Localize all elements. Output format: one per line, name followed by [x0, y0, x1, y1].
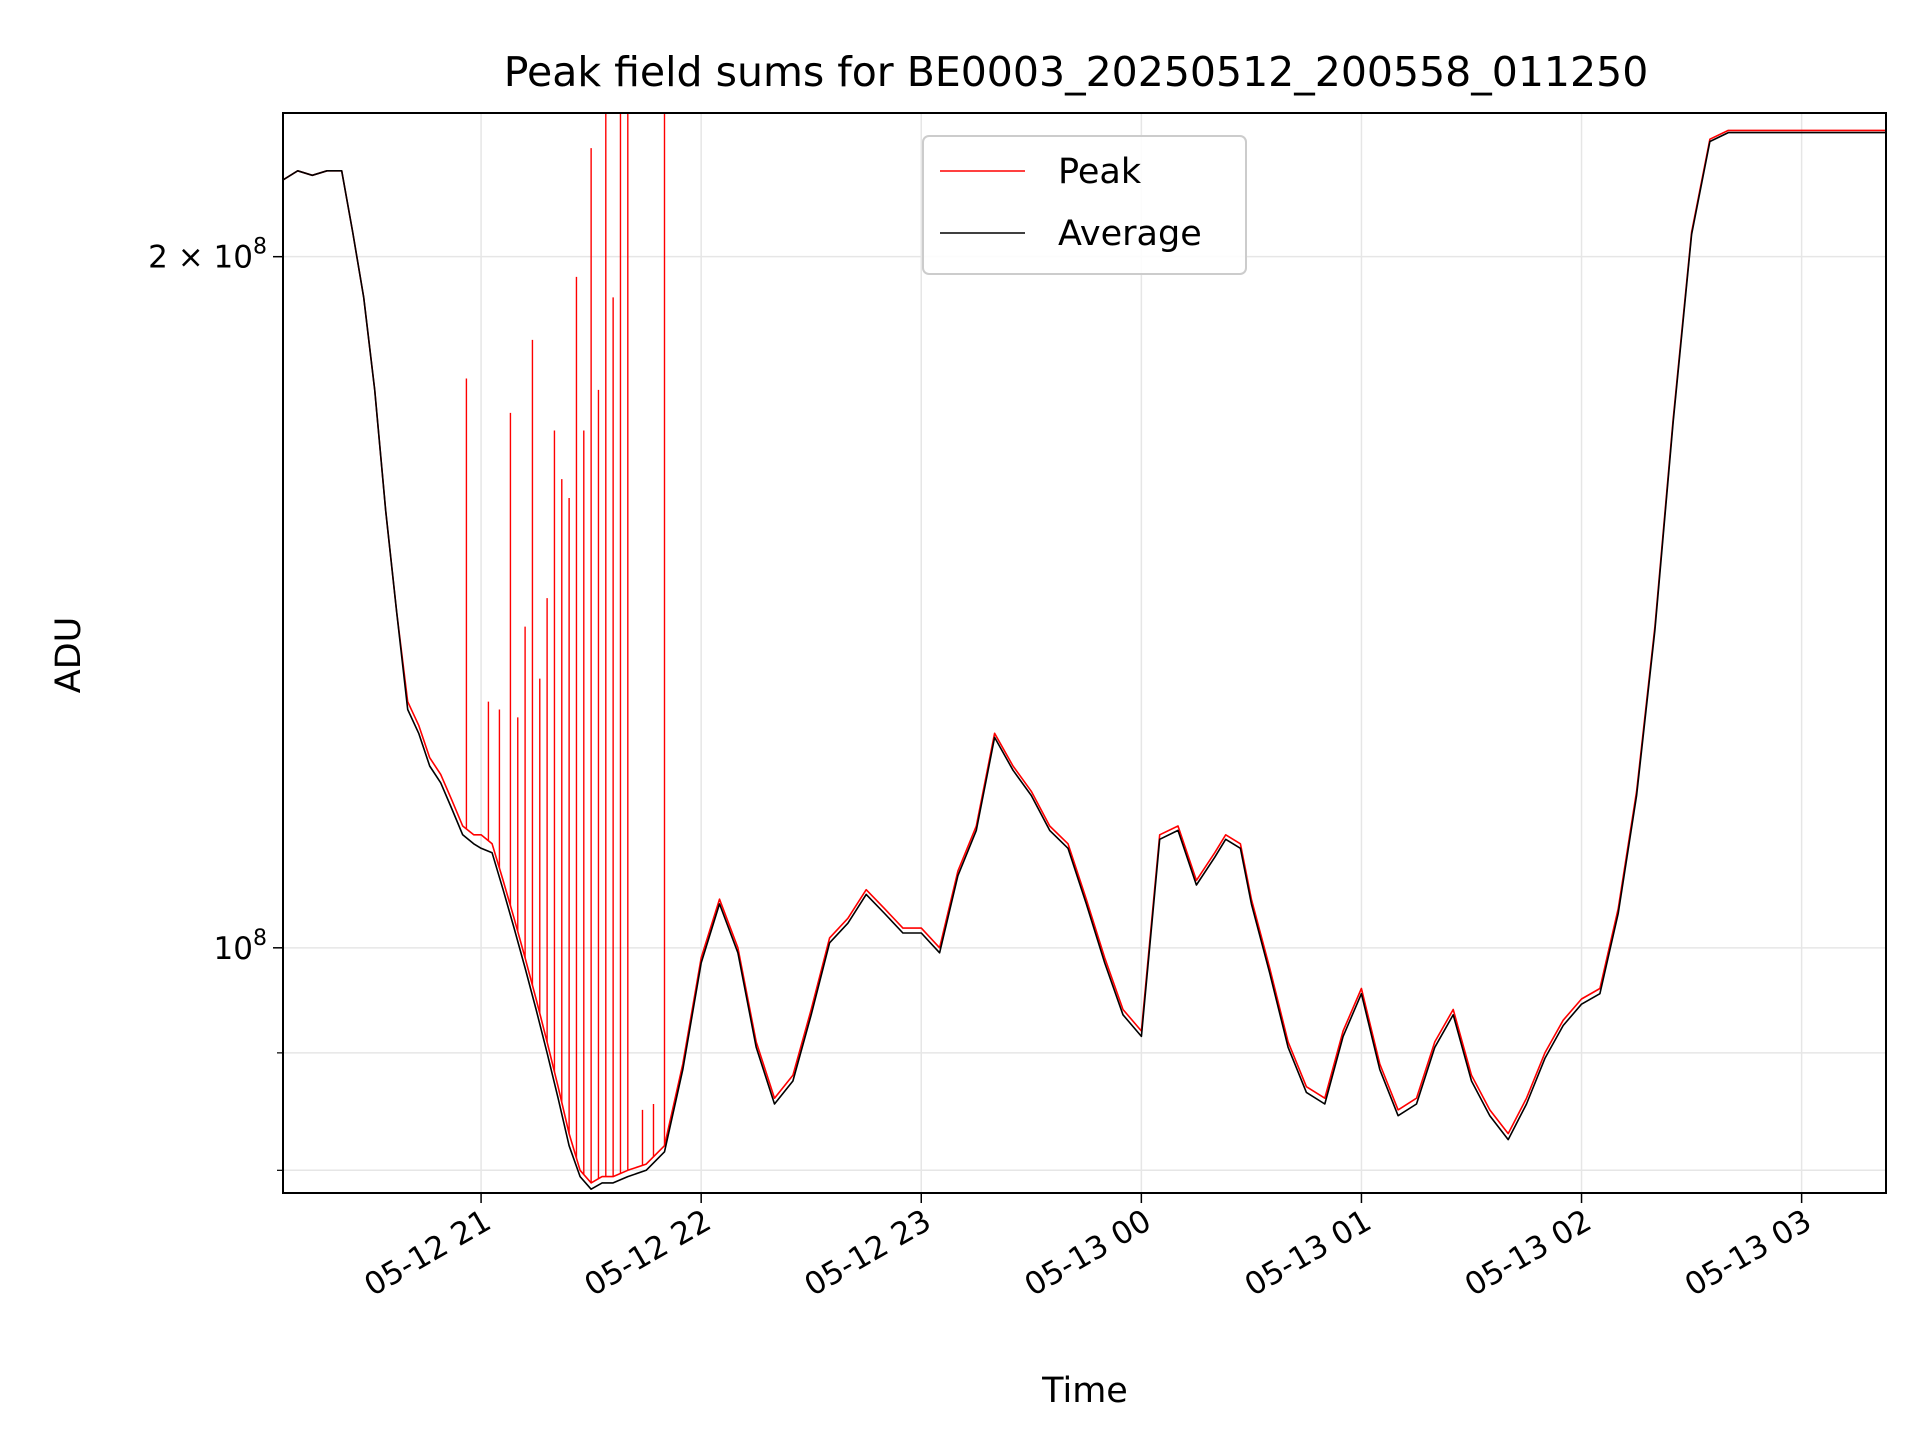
y-axis-ticks: 2 × 108 108 [148, 235, 283, 1171]
legend-label-average: Average [1058, 214, 1202, 254]
y-tick-label: 108 [214, 926, 267, 967]
y-axis-label: ADU [49, 617, 89, 694]
series-layer [283, 113, 1886, 1190]
gridlines [283, 113, 1886, 1193]
legend: Peak Average [922, 135, 1247, 275]
y-tick-label: 2 × 108 [148, 235, 267, 276]
x-axis-label: Time [1041, 1371, 1128, 1411]
series-line-peak [283, 129, 1886, 1184]
plot-frame [282, 112, 1887, 1194]
series-line-average [283, 131, 1886, 1190]
chart-title: Peak field sums for BE0003_20250512_2005… [504, 48, 1649, 96]
legend-label-peak: Peak [1058, 152, 1142, 192]
